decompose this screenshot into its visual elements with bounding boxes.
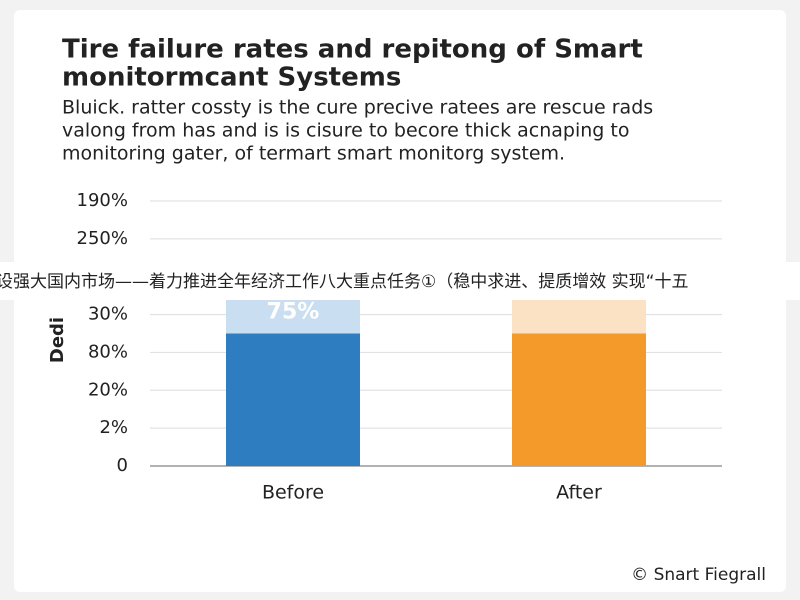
y-tick-label: 190% (77, 190, 128, 211)
subtitle: Bluick. ratter cossty is the cure preciv… (62, 97, 653, 119)
chart-title: Tire failure rates and repitong of Smart (62, 35, 643, 65)
banner-bg (0, 262, 800, 300)
bar-segment (226, 333, 360, 466)
footer: © Snart Fiegrall (631, 565, 766, 585)
y-tick-label: 250% (77, 228, 128, 249)
chart-title: monitormcant Systems (62, 63, 401, 93)
bar-segment (512, 333, 646, 466)
y-tick-label: 30% (88, 304, 128, 325)
y-tick-label: 80% (88, 341, 128, 362)
x-tick-label: Before (262, 482, 324, 504)
y-axis-title: Dedi (47, 317, 68, 363)
subtitle: valong from has and is is cisure to beco… (62, 120, 629, 142)
banner-text: 设强大国内市场——着力推进全年经济工作八大重点任务①（稳中求进、提质增效 实现“… (0, 272, 688, 292)
x-tick-label: After (556, 482, 602, 504)
y-tick-label: 2% (99, 417, 128, 438)
y-tick-label: 0 (117, 455, 128, 476)
annotation: 75% (267, 300, 320, 325)
subtitle: monitoring gater, of termart smart monit… (62, 143, 565, 165)
y-tick-label: 20% (88, 379, 128, 400)
